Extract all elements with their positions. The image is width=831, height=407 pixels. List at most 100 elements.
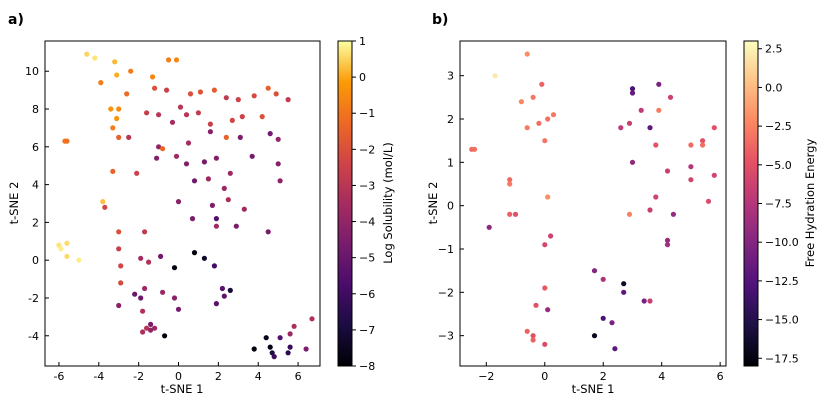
panel-b-label: b)	[432, 12, 448, 28]
panel-b-point	[536, 120, 542, 126]
panel-a-point	[285, 350, 291, 356]
panel-b-point	[664, 242, 671, 248]
panel-a-point	[221, 293, 227, 299]
panel-a-point	[263, 335, 269, 341]
panel-a-point	[100, 199, 106, 205]
panel-a-point	[146, 259, 152, 265]
panel-a-point	[112, 59, 118, 65]
panel-b-point	[518, 99, 525, 105]
panel-a-y-tick-label: 0	[32, 254, 39, 267]
panel-a-point	[223, 134, 229, 140]
panel-b-point	[545, 194, 551, 200]
panel-a-colorbar-tick-label: 0	[359, 71, 366, 84]
panel-a-point	[187, 91, 194, 97]
panel-b-point	[711, 125, 717, 131]
panel-b-point	[664, 168, 671, 174]
panel-a-point	[116, 134, 122, 140]
panel-b-colorbar	[743, 40, 759, 367]
panel-b-point	[653, 142, 659, 148]
panel-a-point	[277, 335, 283, 341]
panel-a-colorbar-tick-label: −5	[359, 252, 375, 265]
panel-a-point	[114, 72, 120, 78]
panel-b-point	[700, 142, 706, 148]
panel-a-point	[173, 57, 180, 63]
panel-b-point	[641, 298, 647, 304]
panel-a-point	[207, 129, 213, 135]
panel-a-point	[84, 51, 90, 57]
panel-a-point	[118, 263, 124, 269]
panel-a-point	[110, 125, 116, 131]
panel-b-point	[542, 285, 548, 291]
panel-a-point	[140, 329, 146, 335]
panel-a-point	[185, 140, 192, 146]
panel-a-point	[152, 85, 158, 91]
panel-b-point	[542, 138, 548, 144]
panel-a-point	[138, 295, 144, 301]
panel-a-point	[138, 255, 144, 261]
panel-a-point	[277, 178, 283, 184]
panel-b-x-tick-label: 6	[717, 370, 724, 383]
panel-a-point	[213, 223, 219, 229]
panel-b-point	[545, 307, 551, 313]
panel-a-point	[160, 146, 166, 152]
panel-b-point	[688, 177, 694, 183]
panel-a-point	[211, 87, 217, 93]
panel-b-point	[626, 120, 633, 126]
panel-a-point	[64, 253, 70, 259]
panel-a-point	[152, 325, 158, 331]
panel-a-point	[235, 97, 241, 103]
panel-a-x-label: t-SNE 1	[161, 382, 204, 396]
panel-a-point	[142, 229, 148, 235]
panel-b-point	[530, 94, 536, 100]
panel-a-label: a)	[8, 12, 24, 28]
panel-a-point	[287, 331, 293, 337]
panel-b-point	[688, 164, 694, 170]
panel-a-point	[287, 344, 293, 350]
panel-a-point	[166, 57, 172, 63]
panel-a-point	[160, 289, 166, 295]
panel-a-point	[132, 291, 138, 297]
panel-a-colorbar-tick-label: −6	[359, 288, 375, 301]
panel-b-point	[647, 125, 653, 131]
panel-a-point	[98, 80, 104, 86]
panel-a-y-tick-label: 2	[32, 216, 39, 229]
panel-a-point	[303, 346, 309, 352]
panel-a-point	[201, 159, 207, 165]
panel-b-points	[469, 51, 717, 352]
panel-b-x-tick-label: 4	[658, 370, 665, 383]
panel-b-y-tick-label: −1	[438, 243, 454, 256]
panel-a-point	[124, 91, 130, 97]
panel-b-point	[711, 172, 717, 178]
panel-b-point	[621, 281, 627, 287]
panel-b-point	[545, 116, 551, 122]
panel-a-point	[156, 112, 162, 118]
panel-a-point	[116, 229, 122, 235]
panel-a-point	[144, 110, 150, 116]
panel-b-point	[492, 73, 498, 79]
panel-a-point	[213, 301, 219, 307]
panel-a-point	[195, 110, 201, 116]
panel-a-colorbar-tick-label: −1	[359, 107, 375, 120]
panel-a-point	[233, 223, 239, 229]
panel-a-x-tick-label: -2	[133, 370, 144, 383]
panel-a-point	[175, 306, 182, 312]
panel-a-point	[110, 168, 116, 174]
panel-a-point	[102, 204, 108, 210]
panel-a-colorbar-tick-label: −3	[359, 179, 375, 192]
panel-a-y-axis: -4 -2 0 2 4 6 8 10	[25, 65, 49, 343]
panel-b-colorbar-tick-label: 2.5	[765, 43, 783, 56]
panel-a-x-tick-label: 2	[215, 370, 222, 383]
panel-b-point	[512, 211, 519, 217]
panel-a-point	[241, 206, 247, 212]
panel-b-point	[548, 233, 554, 239]
panel-b-point	[539, 81, 545, 87]
panel-a-point	[171, 265, 178, 271]
panel-a-point	[164, 87, 170, 93]
panel-a-point	[213, 216, 219, 222]
panel-a-point	[126, 134, 132, 140]
panel-a-point	[229, 117, 235, 123]
panel-b-x-tick-label: −2	[478, 370, 494, 383]
panel-b-colorbar-tick-label: −2.5	[765, 120, 792, 133]
panel-b-point	[530, 337, 536, 343]
panel-a-point	[76, 257, 82, 263]
